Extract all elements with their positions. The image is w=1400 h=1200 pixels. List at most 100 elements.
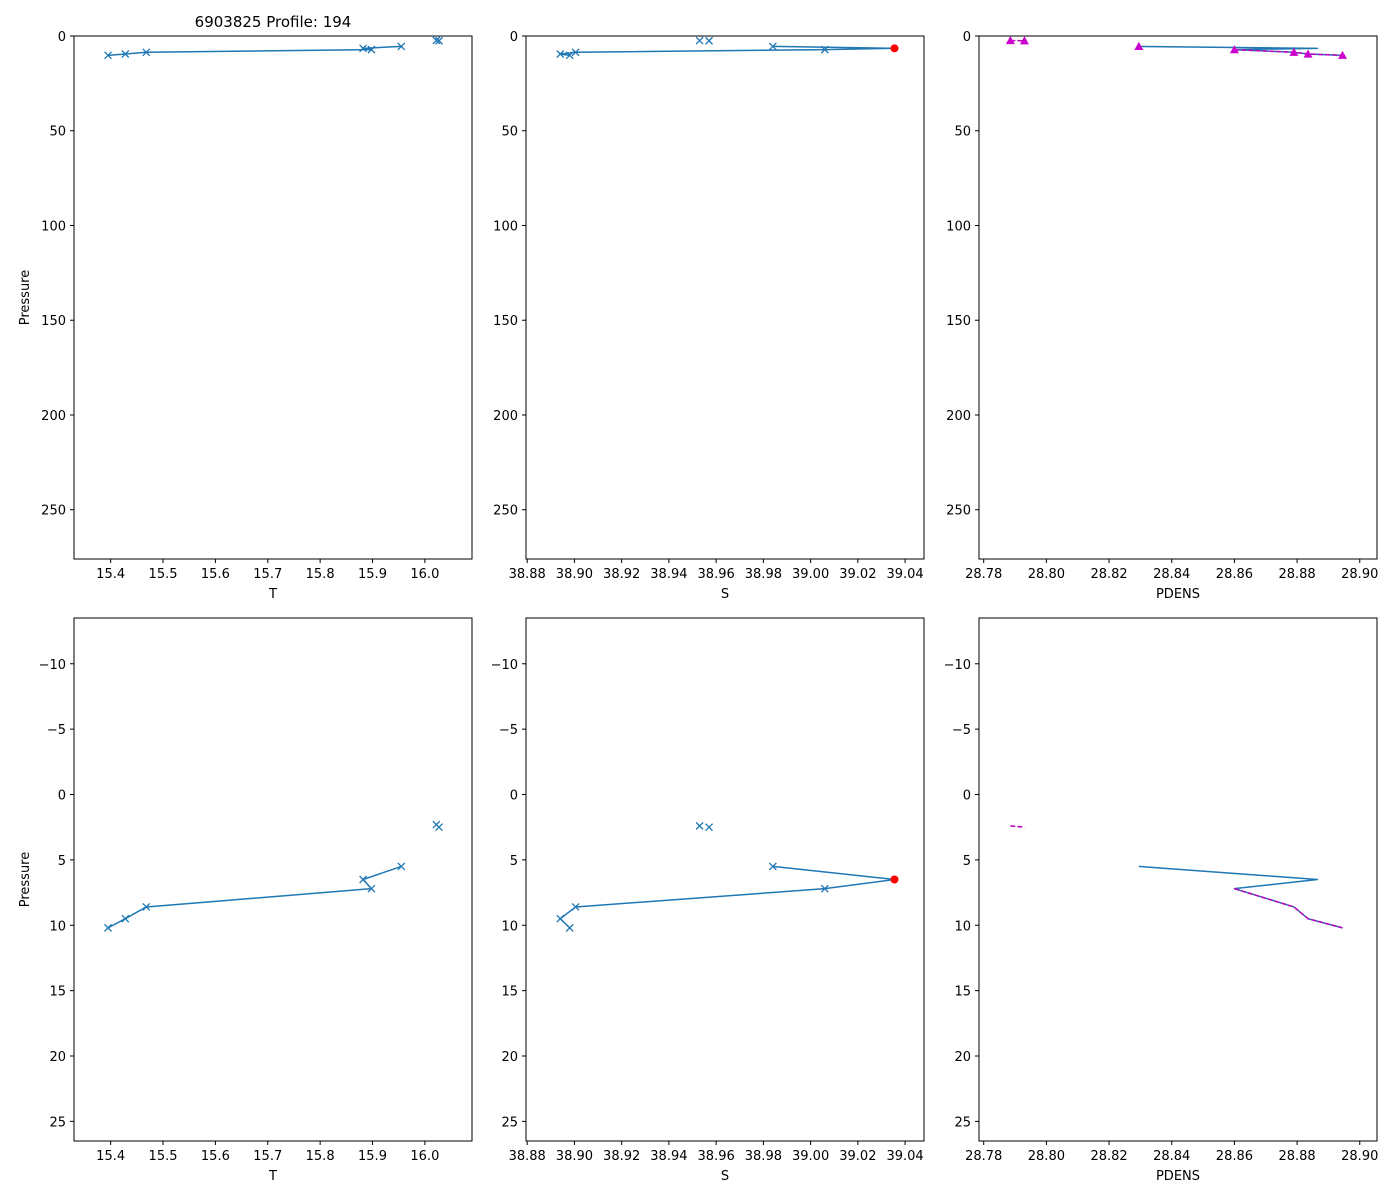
series-line	[107, 865, 402, 929]
x-axis-label: PDENS	[1156, 587, 1200, 602]
x-tick-label: 28.80	[1028, 567, 1065, 582]
y-tick-label: 5	[510, 854, 518, 869]
x-marker-point	[820, 884, 829, 893]
x-marker-point	[571, 48, 580, 57]
y-tick-label: −5	[47, 723, 66, 738]
chart-top-left: 15.4 15.5 15.6 15.7 15.8 15.9 16.0 0 50 100 150 200…	[18, 13, 473, 602]
y-tick-label: −5	[952, 723, 971, 738]
x-tick-label: 15.7	[253, 1149, 282, 1164]
y-tick-label: 25	[954, 1115, 971, 1130]
x-marker-point	[367, 45, 376, 54]
chart-bottom-middle: 38.88 38.90 38.92 38.94 38.96 38.98 39.00 39.02…	[491, 617, 925, 1184]
chart-top-right: 28.78 28.80 28.82 28.84 28.86 28.88 28.90 0 50 10…	[946, 30, 1378, 602]
x-marker-point	[556, 914, 565, 923]
y-tick-label: 0	[510, 789, 518, 804]
x-marker-point	[359, 875, 368, 884]
x-tick-label: 15.9	[358, 1149, 387, 1164]
x-tick-label: 28.84	[1153, 567, 1190, 582]
x-marker-point	[104, 51, 112, 60]
x-axis-label: S	[721, 1169, 729, 1184]
x-tick-label: 39.00	[792, 1149, 829, 1164]
x-tick-label: 28.84	[1153, 1149, 1190, 1164]
x-tick-label: 38.88	[509, 1149, 546, 1164]
x-tick-label: 38.92	[603, 567, 640, 582]
x-tick-label: 28.78	[965, 567, 1002, 582]
x-marker-point	[397, 862, 406, 871]
x-marker-point	[695, 36, 704, 45]
plot-frame	[978, 617, 1378, 1142]
y-tick-label: −10	[491, 658, 518, 673]
x-tick-label: 38.92	[603, 1149, 640, 1164]
triangle-marker-point	[1338, 50, 1348, 59]
y-tick-label: 15	[954, 985, 971, 1000]
x-tick-label: 38.96	[698, 567, 735, 582]
series-group	[556, 821, 899, 932]
y-tick-label: −5	[499, 723, 518, 738]
series-line	[1234, 48, 1343, 57]
triangle-marker-point	[1134, 41, 1144, 51]
y-tick-label: 15	[501, 985, 518, 1000]
triangle-marker-point	[1289, 47, 1299, 56]
plot-frame	[525, 617, 925, 1142]
y-tick-label: 20	[501, 1050, 518, 1065]
y-tick-label: 5	[963, 854, 971, 869]
x-marker-point	[565, 51, 574, 60]
x-tick-label: 28.86	[1216, 567, 1253, 582]
plot-frame	[978, 35, 1378, 560]
plot-frame	[525, 35, 925, 560]
x-tick-label: 28.82	[1090, 567, 1127, 582]
x-tick-label: 39.00	[792, 567, 829, 582]
x-marker-point	[565, 923, 574, 932]
series-group	[556, 36, 899, 60]
y-axis-label: Pressure	[18, 852, 33, 908]
triangle-marker-point	[1005, 36, 1015, 45]
x-marker-point	[367, 884, 376, 893]
x-marker-point	[142, 902, 151, 911]
x-tick-label: 15.6	[201, 567, 230, 582]
x-axis-label: T	[268, 587, 277, 602]
x-marker-point	[121, 50, 130, 58]
x-marker-point	[104, 923, 112, 932]
triangle-marker-point	[1229, 45, 1239, 54]
x-tick-label: 38.98	[745, 567, 782, 582]
x-tick-label: 15.9	[358, 567, 387, 582]
x-tick-label: 39.02	[839, 567, 876, 582]
x-marker-point	[705, 36, 714, 45]
y-tick-label: 15	[49, 985, 66, 1000]
series-group	[104, 36, 443, 60]
x-marker-point	[121, 914, 130, 923]
x-tick-label: 15.7	[253, 567, 282, 582]
plot-frame	[73, 617, 473, 1142]
x-tick-label: 15.8	[306, 567, 335, 582]
x-marker-point	[435, 36, 443, 45]
chart-bottom-left: 15.4 15.5 15.6 15.7 15.8 15.9 16.0 −10 −5 0 5 10 15 2…	[18, 617, 473, 1184]
x-marker-point	[359, 44, 368, 53]
x-marker-point	[768, 862, 777, 871]
chart-top-middle: 38.88 38.90 38.92 38.94 38.96 38.98 39.00 39.02…	[493, 30, 925, 602]
y-tick-label: 100	[946, 219, 971, 234]
x-marker-point	[556, 50, 565, 58]
series-line	[559, 45, 896, 57]
y-tick-label: 250	[41, 504, 66, 519]
y-tick-label: −10	[944, 658, 971, 673]
y-tick-label: 25	[501, 1115, 518, 1130]
y-tick-label: 200	[41, 409, 66, 424]
x-axis-label: S	[721, 587, 729, 602]
x-marker-point	[768, 42, 777, 51]
x-tick-label: 28.88	[1278, 567, 1315, 582]
y-tick-label: 20	[49, 1050, 66, 1065]
series-group	[1005, 36, 1348, 59]
x-tick-label: 28.90	[1341, 1149, 1378, 1164]
x-tick-label: 15.4	[96, 1149, 125, 1164]
x-tick-label: 15.4	[96, 567, 125, 582]
y-tick-label: 0	[58, 30, 66, 45]
x-tick-label: 28.78	[965, 1149, 1002, 1164]
y-tick-label: 50	[501, 125, 518, 140]
x-tick-label: 38.98	[745, 1149, 782, 1164]
y-tick-label: 20	[954, 1050, 971, 1065]
x-marker-point	[695, 821, 704, 830]
x-tick-label: 28.88	[1278, 1149, 1315, 1164]
chart-bottom-right: 28.78 28.80 28.82 28.84 28.86 28.88 28.90 −10 −5…	[944, 617, 1378, 1184]
y-tick-label: 200	[946, 409, 971, 424]
